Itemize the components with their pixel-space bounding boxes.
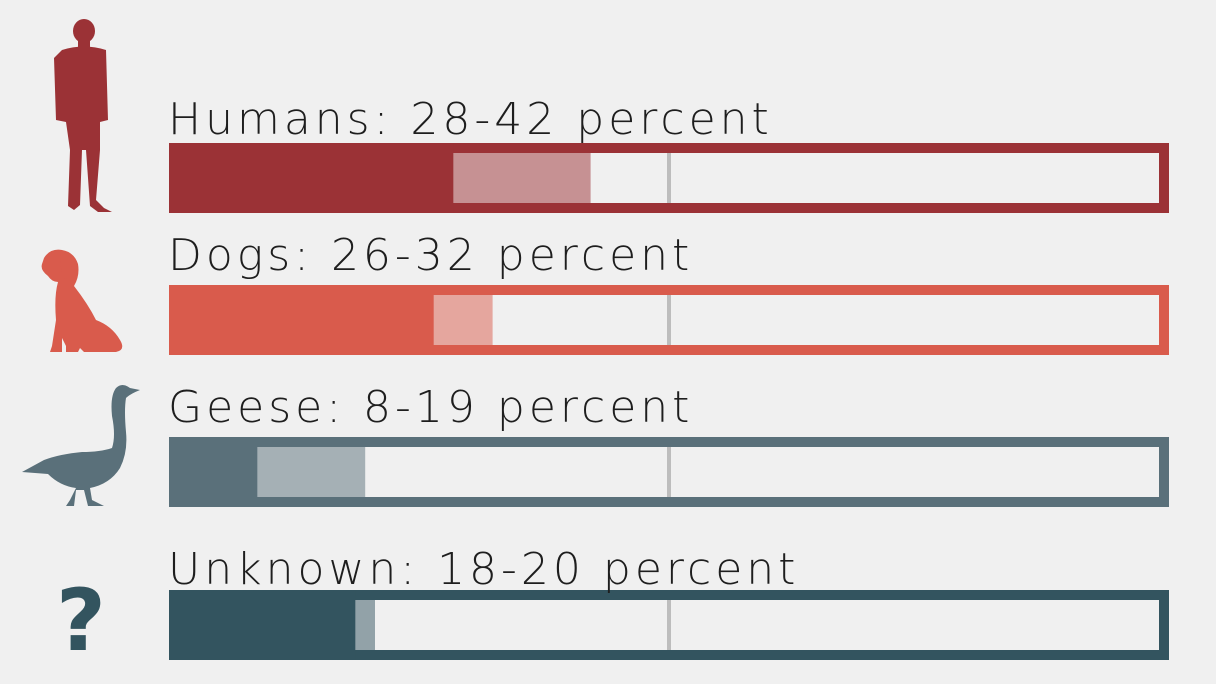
person-icon xyxy=(54,19,112,212)
row-label-humans: Humans: 28-42 percent xyxy=(168,94,773,145)
bar-low-unknown xyxy=(169,590,356,660)
goose-icon xyxy=(22,385,140,506)
row-label-unknown: Unknown: 18-20 percent xyxy=(168,544,800,595)
bar-range-geese xyxy=(257,447,366,497)
bar-low-geese xyxy=(169,437,258,507)
dog-icon xyxy=(41,249,123,352)
row-label-geese: Geese: 8-19 percent xyxy=(168,382,694,433)
bar-low-dogs xyxy=(169,285,434,355)
bar-range-dogs xyxy=(433,295,493,345)
question-mark-icon: ? xyxy=(56,571,106,671)
bar-range-humans xyxy=(453,153,591,203)
row-label-dogs: Dogs: 26-32 percent xyxy=(168,230,694,281)
bar-range-unknown xyxy=(355,600,375,650)
bar-low-humans xyxy=(169,143,454,213)
